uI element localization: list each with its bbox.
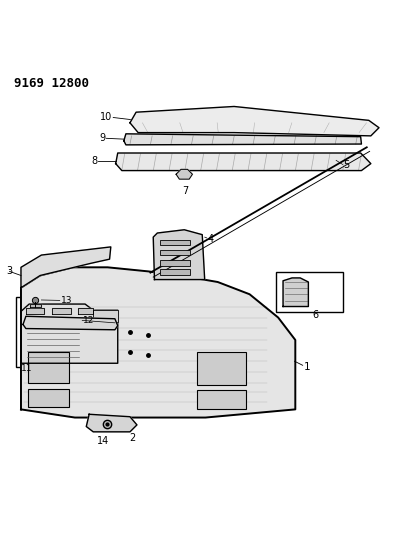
Polygon shape <box>283 278 308 306</box>
Text: 12: 12 <box>83 316 95 325</box>
Bar <box>160 269 190 274</box>
Text: 6: 6 <box>312 310 319 320</box>
Bar <box>160 261 190 265</box>
Text: 9: 9 <box>99 133 106 143</box>
Polygon shape <box>130 107 379 136</box>
Polygon shape <box>21 247 111 288</box>
Polygon shape <box>26 308 44 314</box>
Polygon shape <box>115 153 371 171</box>
Text: 9169 12800: 9169 12800 <box>14 77 89 90</box>
Polygon shape <box>176 169 192 179</box>
Bar <box>160 250 190 255</box>
Bar <box>28 352 69 383</box>
Polygon shape <box>93 310 118 322</box>
Text: 10: 10 <box>100 112 113 123</box>
Text: 4: 4 <box>208 234 214 244</box>
Polygon shape <box>153 230 205 280</box>
Polygon shape <box>124 134 361 145</box>
Text: 8: 8 <box>91 156 97 166</box>
Polygon shape <box>21 268 296 417</box>
Bar <box>276 272 343 312</box>
Text: 7: 7 <box>182 187 188 197</box>
Text: 1: 1 <box>304 361 311 372</box>
Text: 14: 14 <box>97 435 109 446</box>
Text: 2: 2 <box>129 433 135 443</box>
Bar <box>16 297 124 367</box>
Bar <box>197 352 246 385</box>
Bar <box>197 390 246 409</box>
Polygon shape <box>23 316 118 330</box>
Polygon shape <box>78 308 93 314</box>
Bar <box>160 240 190 245</box>
Text: 5: 5 <box>344 160 350 170</box>
Polygon shape <box>21 304 118 364</box>
Bar <box>28 389 69 407</box>
Polygon shape <box>30 304 42 308</box>
Text: 13: 13 <box>60 296 72 305</box>
Polygon shape <box>53 308 71 314</box>
Polygon shape <box>86 414 137 432</box>
Text: 11: 11 <box>21 365 32 374</box>
Text: 3: 3 <box>6 266 12 277</box>
